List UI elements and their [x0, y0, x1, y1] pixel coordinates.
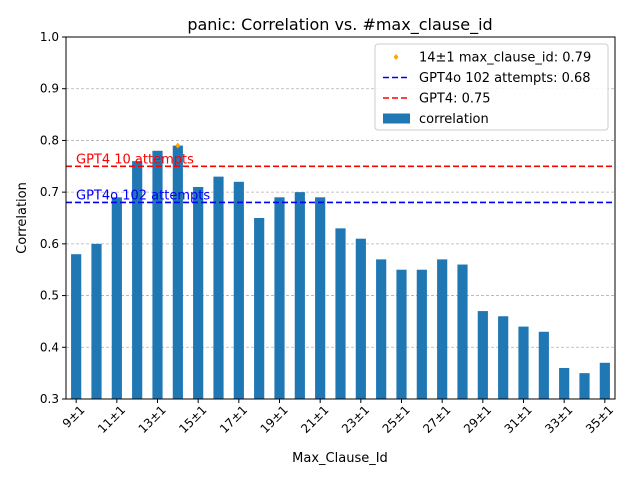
bar — [599, 362, 610, 399]
bar — [396, 269, 407, 399]
x-tick-label: 15±1 — [176, 403, 209, 436]
bar — [518, 326, 529, 399]
bar — [335, 228, 346, 399]
legend-entry-label: GPT4o 102 attempts: 0.68 — [419, 71, 591, 86]
bar — [294, 192, 305, 399]
chart-title: panic: Correlation vs. #max_clause_id — [187, 15, 492, 35]
x-tick-label: 13±1 — [136, 403, 169, 436]
legend: 14±1 max_clause_id: 0.79 GPT4o 102 attemp… — [374, 43, 609, 131]
x-tick-label: 9±1 — [60, 403, 88, 431]
x-tick-label: 19±1 — [258, 403, 291, 436]
reference-line-annotation: GPT4 10 attempts — [76, 152, 194, 167]
bar — [233, 181, 244, 399]
legend-entry-label: GPT4: 0.75 — [419, 92, 491, 107]
x-tick-label: 35±1 — [583, 403, 616, 436]
reference-line-annotation: GPT4o 102 attempts — [76, 188, 210, 203]
y-tick-label: 0.4 — [40, 340, 59, 354]
highlight-marker-group — [175, 142, 181, 149]
bar — [579, 373, 590, 399]
x-tick-label: 21±1 — [298, 403, 331, 436]
bar — [355, 238, 366, 399]
bar — [213, 176, 224, 399]
bar — [91, 243, 102, 399]
y-tick-label: 0.6 — [40, 237, 59, 251]
x-axis: 9±1 11±1 13±1 15±1 17±1 19±1 21±1 23±1 25±1 27±1 2… — [60, 399, 616, 436]
legend-frame — [374, 43, 609, 131]
bar — [172, 145, 183, 399]
y-tick-label: 0.9 — [40, 82, 59, 96]
bar — [376, 259, 387, 399]
bar — [457, 264, 468, 399]
y-tick-label: 0.8 — [40, 133, 59, 147]
legend-marker-highlight — [393, 54, 399, 60]
bars — [71, 145, 610, 399]
y-tick-label: 0.7 — [40, 185, 59, 199]
legend-patch-swatch — [383, 113, 410, 124]
x-tick-label: 25±1 — [380, 403, 413, 436]
y-axis-label: Correlation — [15, 182, 30, 254]
bar — [132, 161, 143, 399]
x-axis-label: Max_Clause_Id — [292, 451, 388, 466]
bar — [559, 367, 570, 399]
bar — [254, 218, 265, 399]
bar — [274, 197, 285, 399]
highlight-marker — [175, 142, 181, 149]
y-tick-label: 0.5 — [40, 289, 59, 303]
bar — [193, 186, 204, 399]
y-axis: 0.3 0.4 0.5 0.6 0.7 0.8 0.9 1.0 — [40, 30, 66, 406]
legend-entry-label: correlation — [419, 112, 489, 127]
legend-entry-label: 14±1 max_clause_id: 0.79 — [419, 51, 591, 66]
x-tick-label: 29±1 — [461, 403, 494, 436]
bar — [111, 197, 122, 399]
bar — [498, 316, 509, 399]
bar — [71, 254, 82, 399]
bar — [538, 331, 549, 399]
x-tick-label: 11±1 — [95, 403, 128, 436]
x-tick-label: 31±1 — [502, 403, 535, 436]
plot-frame — [65, 36, 616, 400]
x-tick-label: 27±1 — [420, 403, 453, 436]
y-tick-label: 1.0 — [40, 30, 59, 44]
bar — [416, 269, 427, 399]
bar — [437, 259, 448, 399]
bar — [315, 197, 326, 399]
x-tick-label: 33±1 — [542, 403, 575, 436]
bar — [477, 311, 488, 399]
bar — [152, 150, 163, 399]
x-tick-label: 17±1 — [217, 403, 250, 436]
y-tick-label: 0.3 — [40, 392, 59, 406]
reference-lines: GPT4o 102 attempts GPT4 10 attempts — [66, 152, 615, 203]
x-tick-label: 23±1 — [339, 403, 372, 436]
